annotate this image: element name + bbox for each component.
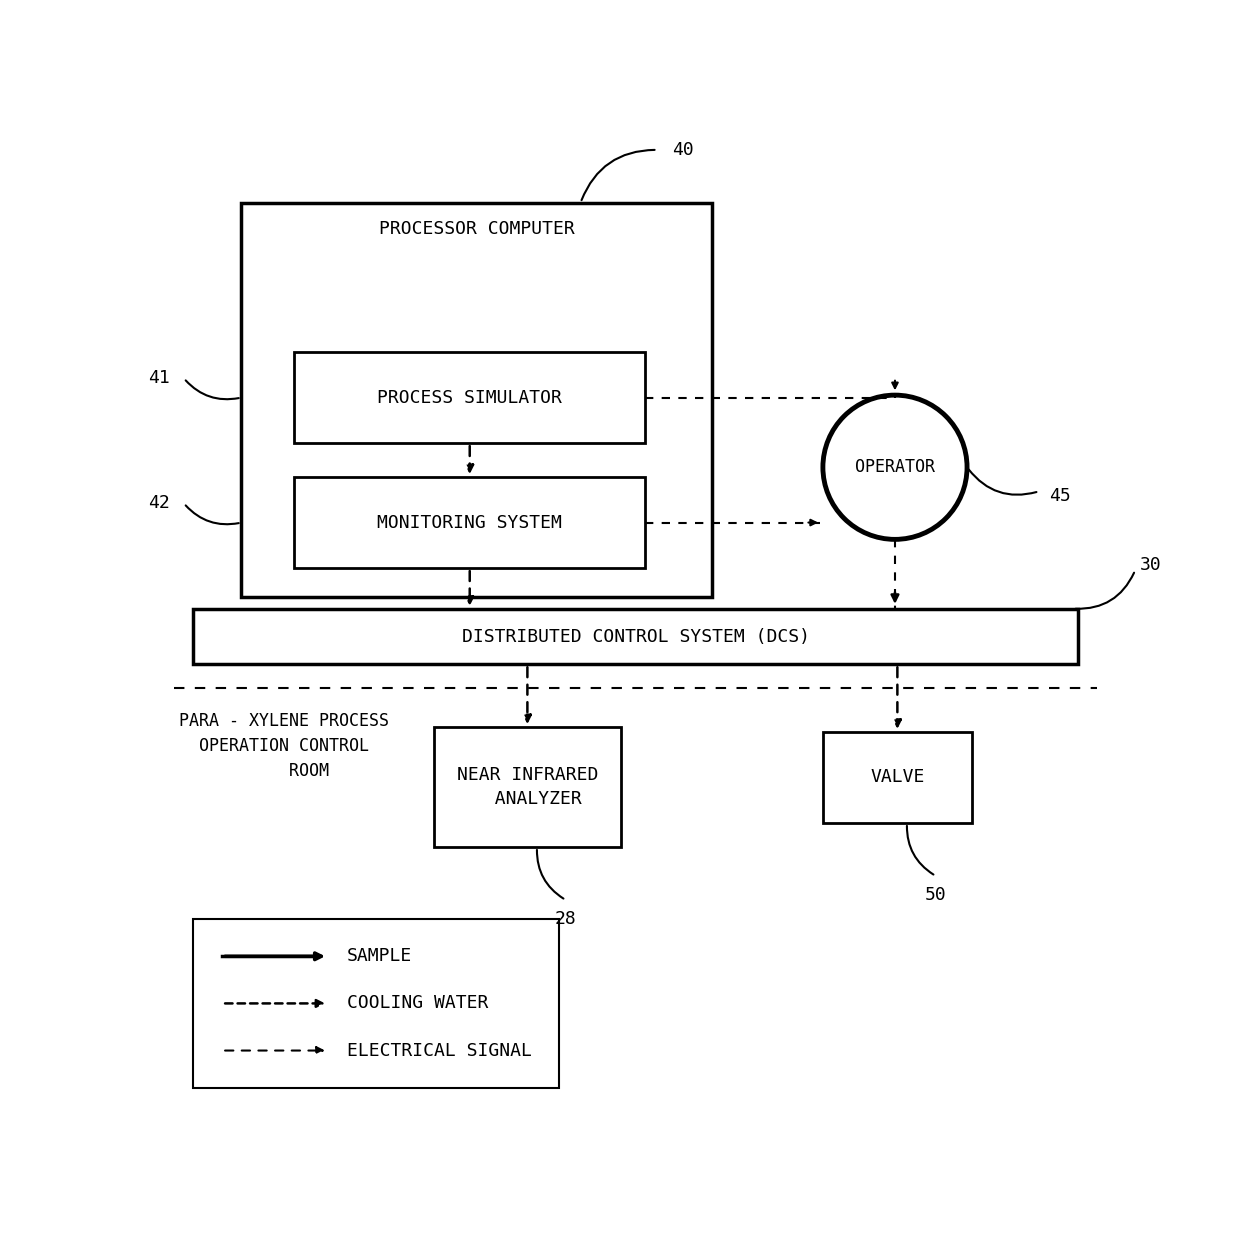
Bar (823, 732, 972, 823)
Bar (294, 352, 645, 443)
Text: PROCESSOR COMPUTER: PROCESSOR COMPUTER (379, 220, 575, 239)
Text: OPERATOR: OPERATOR (854, 458, 935, 476)
Text: SAMPLE: SAMPLE (347, 947, 413, 965)
Text: PROCESS SIMULATOR: PROCESS SIMULATOR (377, 388, 562, 406)
Text: PARA - XYLENE PROCESS
  OPERATION CONTROL
           ROOM: PARA - XYLENE PROCESS OPERATION CONTROL … (179, 712, 389, 781)
Text: MONITORING SYSTEM: MONITORING SYSTEM (377, 513, 562, 532)
Bar (434, 727, 621, 847)
Text: 42: 42 (148, 495, 170, 512)
Text: 40: 40 (672, 141, 693, 159)
Text: 28: 28 (556, 909, 577, 928)
Bar (294, 477, 645, 568)
Text: 50: 50 (925, 886, 946, 903)
Circle shape (823, 395, 967, 540)
Text: NEAR INFRARED
  ANALYZER: NEAR INFRARED ANALYZER (456, 766, 598, 808)
Text: 30: 30 (1140, 556, 1162, 575)
Bar (193, 919, 558, 1088)
Text: ELECTRICAL SIGNAL: ELECTRICAL SIGNAL (347, 1042, 532, 1059)
Text: 41: 41 (148, 370, 170, 387)
Text: 45: 45 (1049, 487, 1070, 505)
Text: VALVE: VALVE (870, 768, 925, 787)
Text: DISTRIBUTED CONTROL SYSTEM (DCS): DISTRIBUTED CONTROL SYSTEM (DCS) (461, 627, 810, 646)
Bar (193, 608, 1078, 664)
Text: COOLING WATER: COOLING WATER (347, 994, 489, 1013)
Bar (242, 202, 712, 597)
